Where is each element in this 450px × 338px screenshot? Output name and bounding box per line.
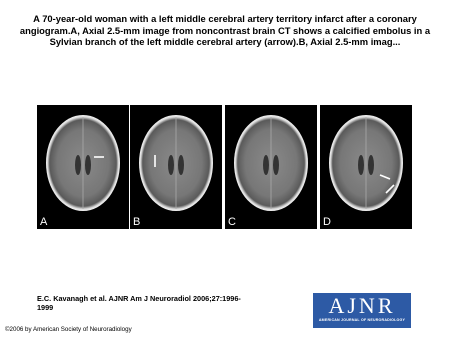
ventricle bbox=[358, 155, 364, 175]
logo-name: AJNR bbox=[328, 293, 396, 318]
ventricle bbox=[368, 155, 374, 175]
ventricle bbox=[168, 155, 174, 175]
ventricle bbox=[263, 155, 269, 175]
panel-label: D bbox=[323, 216, 331, 228]
ventricle bbox=[273, 155, 279, 175]
ct-panels: A B C D bbox=[37, 105, 412, 229]
citation: E.C. Kavanagh et al. AJNR Am J Neuroradi… bbox=[37, 294, 241, 312]
logo-subtitle: AMERICAN JOURNAL OF NEURORADIOLOGY bbox=[318, 318, 406, 322]
copyright: ©2006 by American Society of Neuroradiol… bbox=[5, 326, 132, 333]
ventricle bbox=[85, 155, 91, 175]
panel-label: A bbox=[40, 216, 48, 228]
panel-label: C bbox=[228, 216, 236, 228]
ventricle bbox=[178, 155, 184, 175]
arrow bbox=[385, 184, 395, 194]
panel-label: B bbox=[133, 216, 140, 228]
ventricle bbox=[75, 155, 81, 175]
arrow bbox=[379, 174, 391, 180]
slide-title: A 70-year-old woman with a left middle c… bbox=[19, 13, 431, 47]
journal-logo: AJNR AMERICAN JOURNAL OF NEURORADIOLOGY bbox=[313, 293, 411, 328]
